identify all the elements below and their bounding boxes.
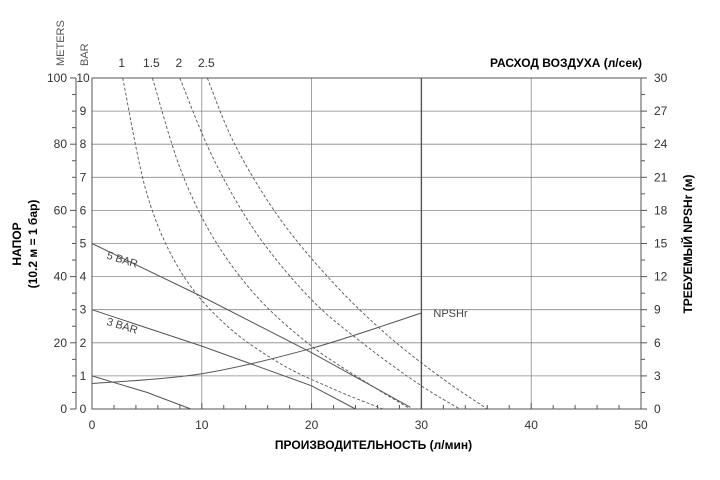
air-flow-label: 1.5 [143,56,160,70]
air-flow-curve [206,77,488,410]
pressure-curve [91,375,191,410]
bar-tick-label: 6 [80,203,87,217]
right-tick-label: 30 [654,71,668,85]
meters-unit-label: METERS [55,20,67,66]
right-tick-label: 6 [654,336,661,350]
bar-tick-label: 10 [76,71,90,85]
x-tick-label: 10 [195,418,209,432]
right-tick-label: 27 [654,104,668,118]
bar-tick-label: 4 [80,270,87,284]
air-flow-label: 1 [118,56,125,70]
y-axis-label-right: ТРЕБУЕМЫЙ NPSHr (м) [680,174,695,313]
bar-tick-label: 2 [80,336,87,350]
meters-tick-label: 80 [54,137,68,151]
air-flow-curve [179,77,461,410]
bar-tick-label: 1 [80,369,87,383]
right-tick-label: 21 [654,170,668,184]
pressure-curve [91,309,356,410]
bar-tick-label: 9 [80,104,87,118]
bar-unit-label: BAR [79,43,91,66]
x-tick-label: 50 [634,418,648,432]
meters-tick-label: 0 [60,402,67,416]
x-tick-label: 0 [89,418,96,432]
pressure-curve-label: 5 BAR [105,250,139,271]
air-flow-label: 2 [175,56,182,70]
right-tick-label: 12 [654,270,668,284]
grid [91,77,642,410]
meters-tick-label: 100 [47,71,67,85]
npshr-label: NPSHr [433,308,468,320]
x-tick-label: 30 [415,418,429,432]
meters-tick-label: 20 [54,336,68,350]
right-tick-label: 15 [654,237,668,251]
top-axis-label: РАСХОД ВОЗДУХА (л/сек) [490,56,642,70]
axes [70,77,647,410]
bar-tick-label: 0 [80,402,87,416]
meters-tick-label: 60 [54,203,68,217]
bar-tick-label: 3 [80,303,87,317]
bar-tick-label: 7 [80,170,87,184]
right-tick-label: 24 [654,137,668,151]
curves [91,77,488,410]
x-axis-label: ПРОИЗВОДИТЕЛЬНОСТЬ (л/мин) [275,438,472,452]
right-tick-label: 18 [654,203,668,217]
y-axis-label-left-sub: (10.2 м = 1 бар) [26,200,40,289]
pressure-curve-label: 3 BAR [105,316,139,337]
right-tick-label: 0 [654,402,661,416]
x-tick-label: 20 [305,418,319,432]
bar-tick-label: 5 [80,237,87,251]
meters-tick-label: 40 [54,270,68,284]
x-tick-label: 40 [525,418,539,432]
bar-tick-label: 8 [80,137,87,151]
right-tick-label: 3 [654,369,661,383]
right-tick-label: 9 [654,303,661,317]
pressure-curve [91,243,411,408]
air-flow-label: 2.5 [198,56,215,70]
y-axis-label-left: НАПОР [10,222,24,265]
npshr-curve [91,312,422,385]
